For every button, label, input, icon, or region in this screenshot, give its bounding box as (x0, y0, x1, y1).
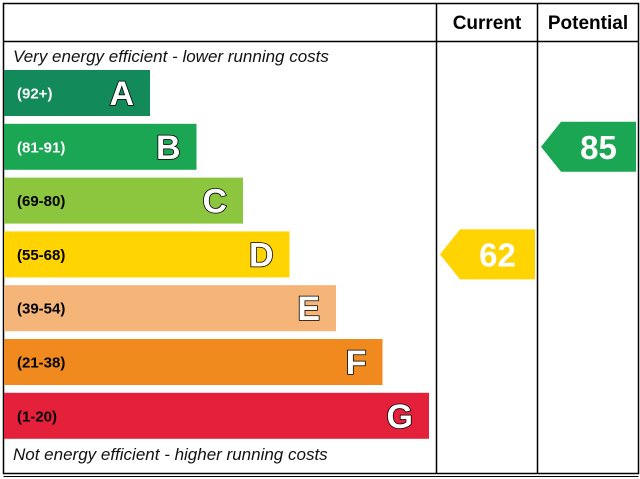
potential-rating-arrow (541, 121, 636, 172)
band-e-letter: E (297, 290, 320, 328)
band-d-range: (55-68) (17, 247, 65, 264)
band-g-range: (1-20) (17, 408, 57, 425)
band-c-letter: C (202, 183, 227, 221)
rating-indicators: 62 85 (440, 121, 636, 280)
current-rating-value: 62 (479, 236, 516, 273)
band-c-range: (69-80) (17, 193, 65, 210)
band-g-bar (4, 392, 429, 439)
band-f-bar (4, 339, 383, 385)
band-a-letter: A (109, 75, 134, 113)
band-f-range: (21-38) (17, 355, 65, 372)
rating-bands: (92+) A (81-91) B (69-80) C (55-68) D (39-54) E (2… (4, 70, 429, 439)
band-b-range: (81-91) (17, 139, 65, 156)
potential-column-header: Potential (548, 13, 628, 34)
bottom-efficiency-note: Not energy efficient - higher running co… (13, 445, 328, 464)
current-rating-arrow (440, 229, 535, 280)
band-b-bar (4, 123, 197, 170)
current-column-header: Current (453, 13, 522, 34)
top-efficiency-note: Very energy efficient - lower running co… (13, 47, 329, 66)
band-a-range: (92+) (17, 86, 52, 103)
band-f-letter: F (346, 344, 367, 382)
band-a-bar (4, 70, 150, 116)
band-d-bar (4, 231, 290, 278)
band-b-letter: B (156, 129, 181, 167)
band-e-range: (39-54) (17, 301, 65, 318)
band-d-letter: D (249, 236, 274, 274)
band-e-bar (4, 285, 336, 332)
band-c-bar (4, 177, 243, 224)
band-g-letter: G (387, 398, 413, 436)
potential-rating-value: 85 (580, 129, 617, 166)
